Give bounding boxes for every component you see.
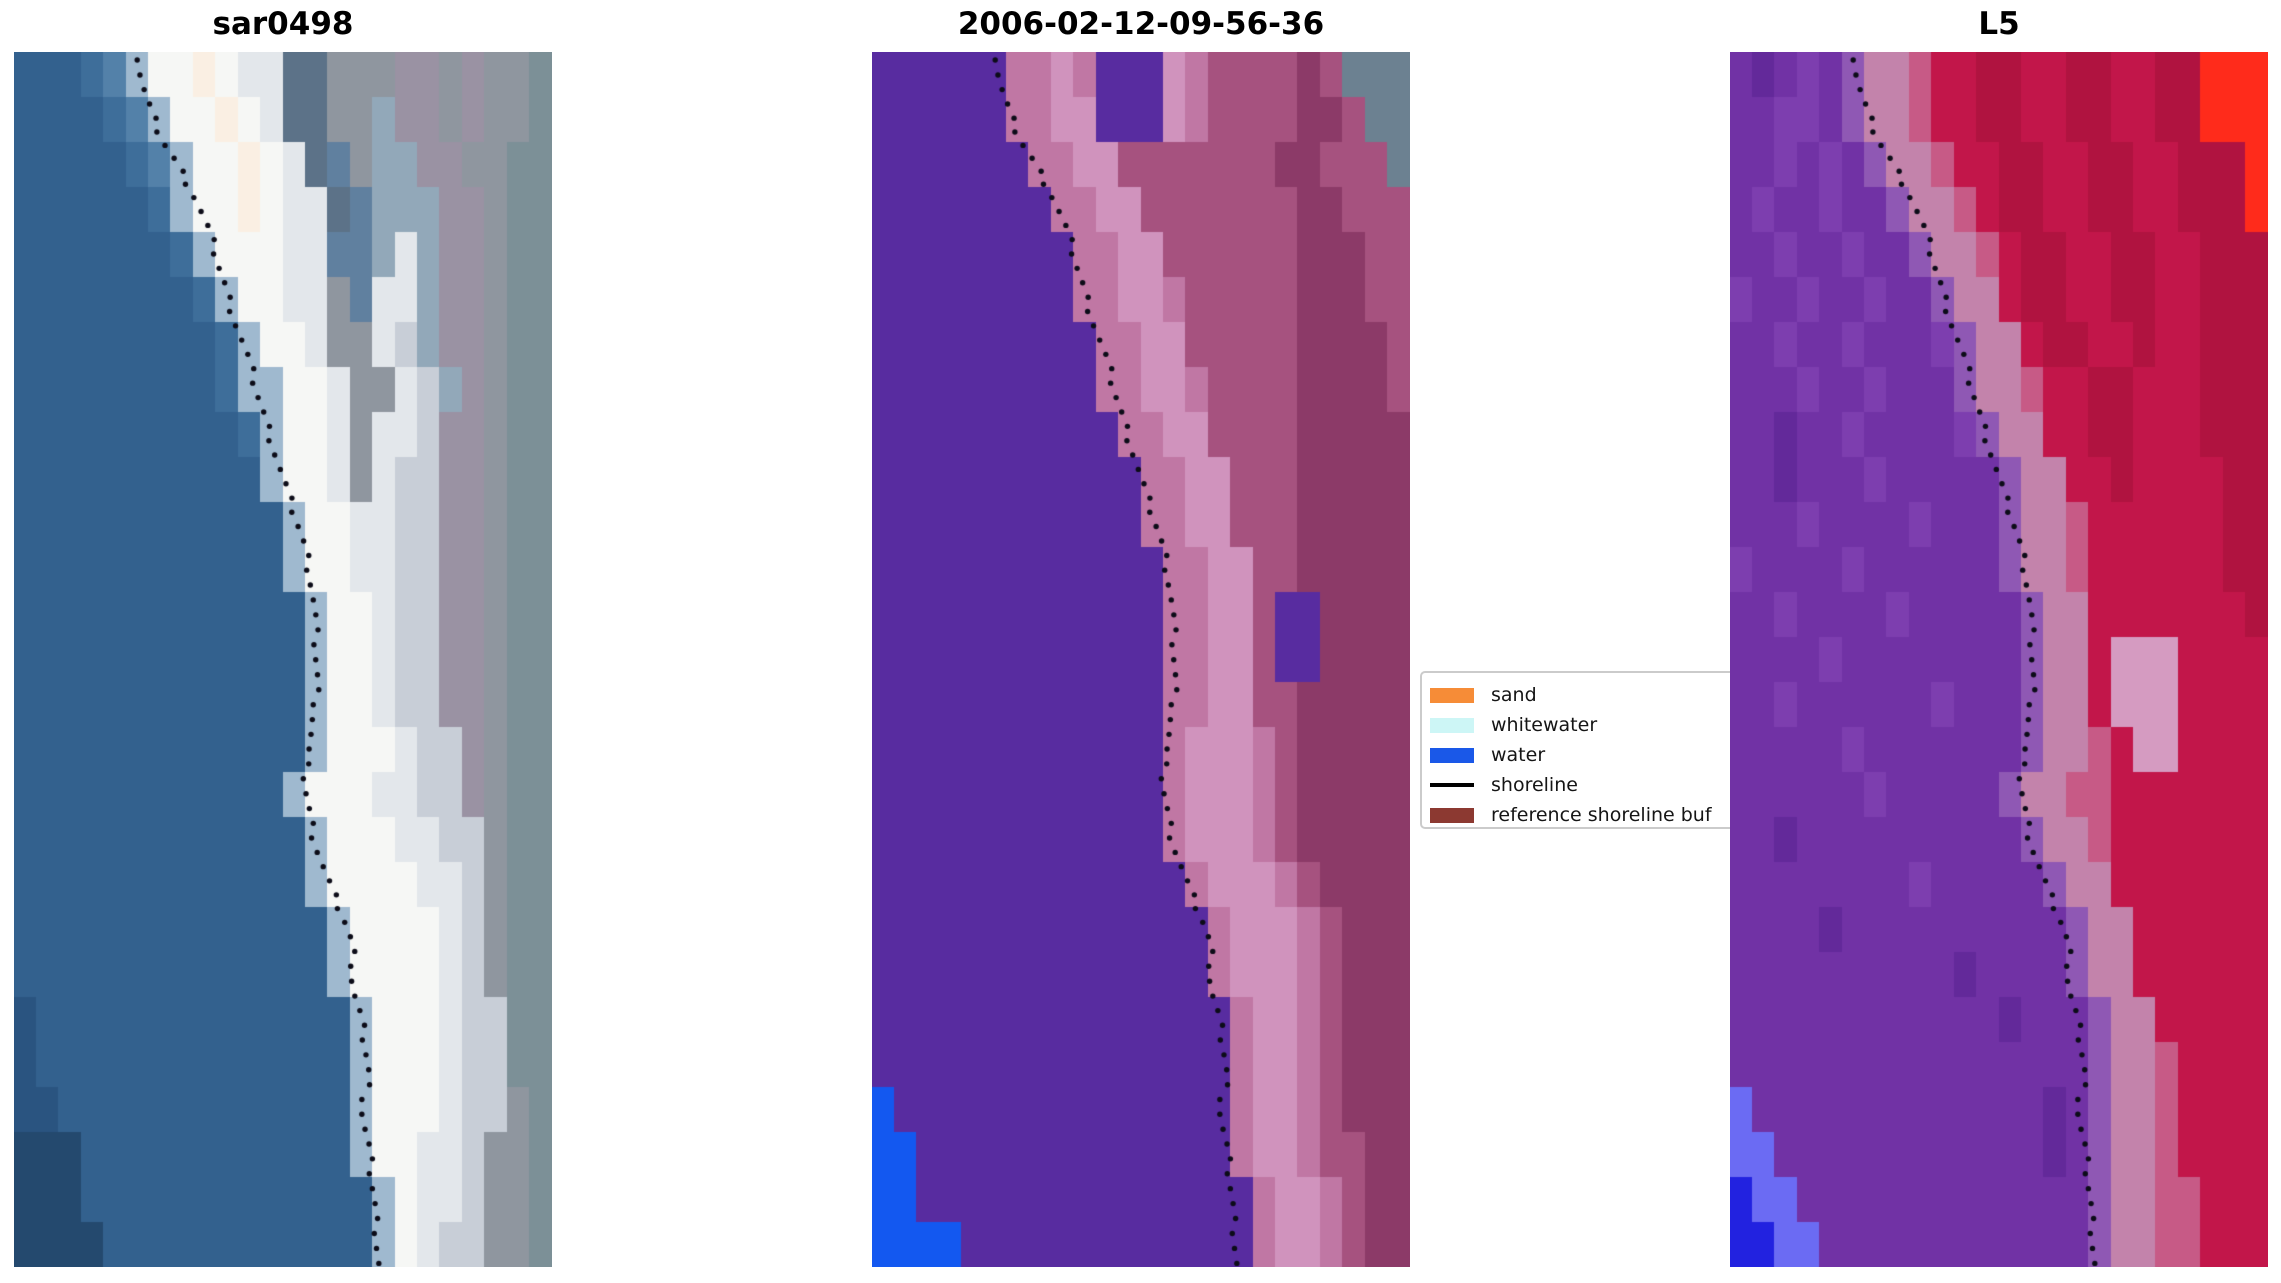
legend-box: sand whitewater water shoreline referenc… xyxy=(1420,671,1750,829)
legend-item-water: water xyxy=(1430,740,1748,770)
legend-label: water xyxy=(1491,743,1546,766)
legend-item-whitewater: whitewater xyxy=(1430,710,1748,740)
whitewater-swatch-icon xyxy=(1430,717,1474,733)
panel-image-l5 xyxy=(1730,52,2268,1267)
shoreline-line-icon xyxy=(1430,783,1474,787)
legend-label: sand xyxy=(1491,683,1537,706)
reference-buffer-swatch-icon xyxy=(1430,807,1474,823)
legend-label: whitewater xyxy=(1491,713,1598,736)
water-swatch-icon xyxy=(1430,747,1474,763)
legend-label: reference shoreline buf xyxy=(1491,803,1712,826)
panel-title-timestamp: 2006-02-12-09-56-36 xyxy=(957,6,1325,42)
panel-image-timestamp xyxy=(872,52,1410,1267)
legend-item-sand: sand xyxy=(1430,680,1748,710)
legend-item-reference-buffer: reference shoreline buf xyxy=(1430,800,1748,827)
legend-item-shoreline: shoreline xyxy=(1430,770,1748,800)
panel-title-sar0498: sar0498 xyxy=(212,6,354,42)
panel-title-l5: L5 xyxy=(1978,6,2020,42)
legend-label: shoreline xyxy=(1491,773,1578,796)
panel-image-sar0498 xyxy=(14,52,552,1267)
sand-swatch-icon xyxy=(1430,687,1474,703)
